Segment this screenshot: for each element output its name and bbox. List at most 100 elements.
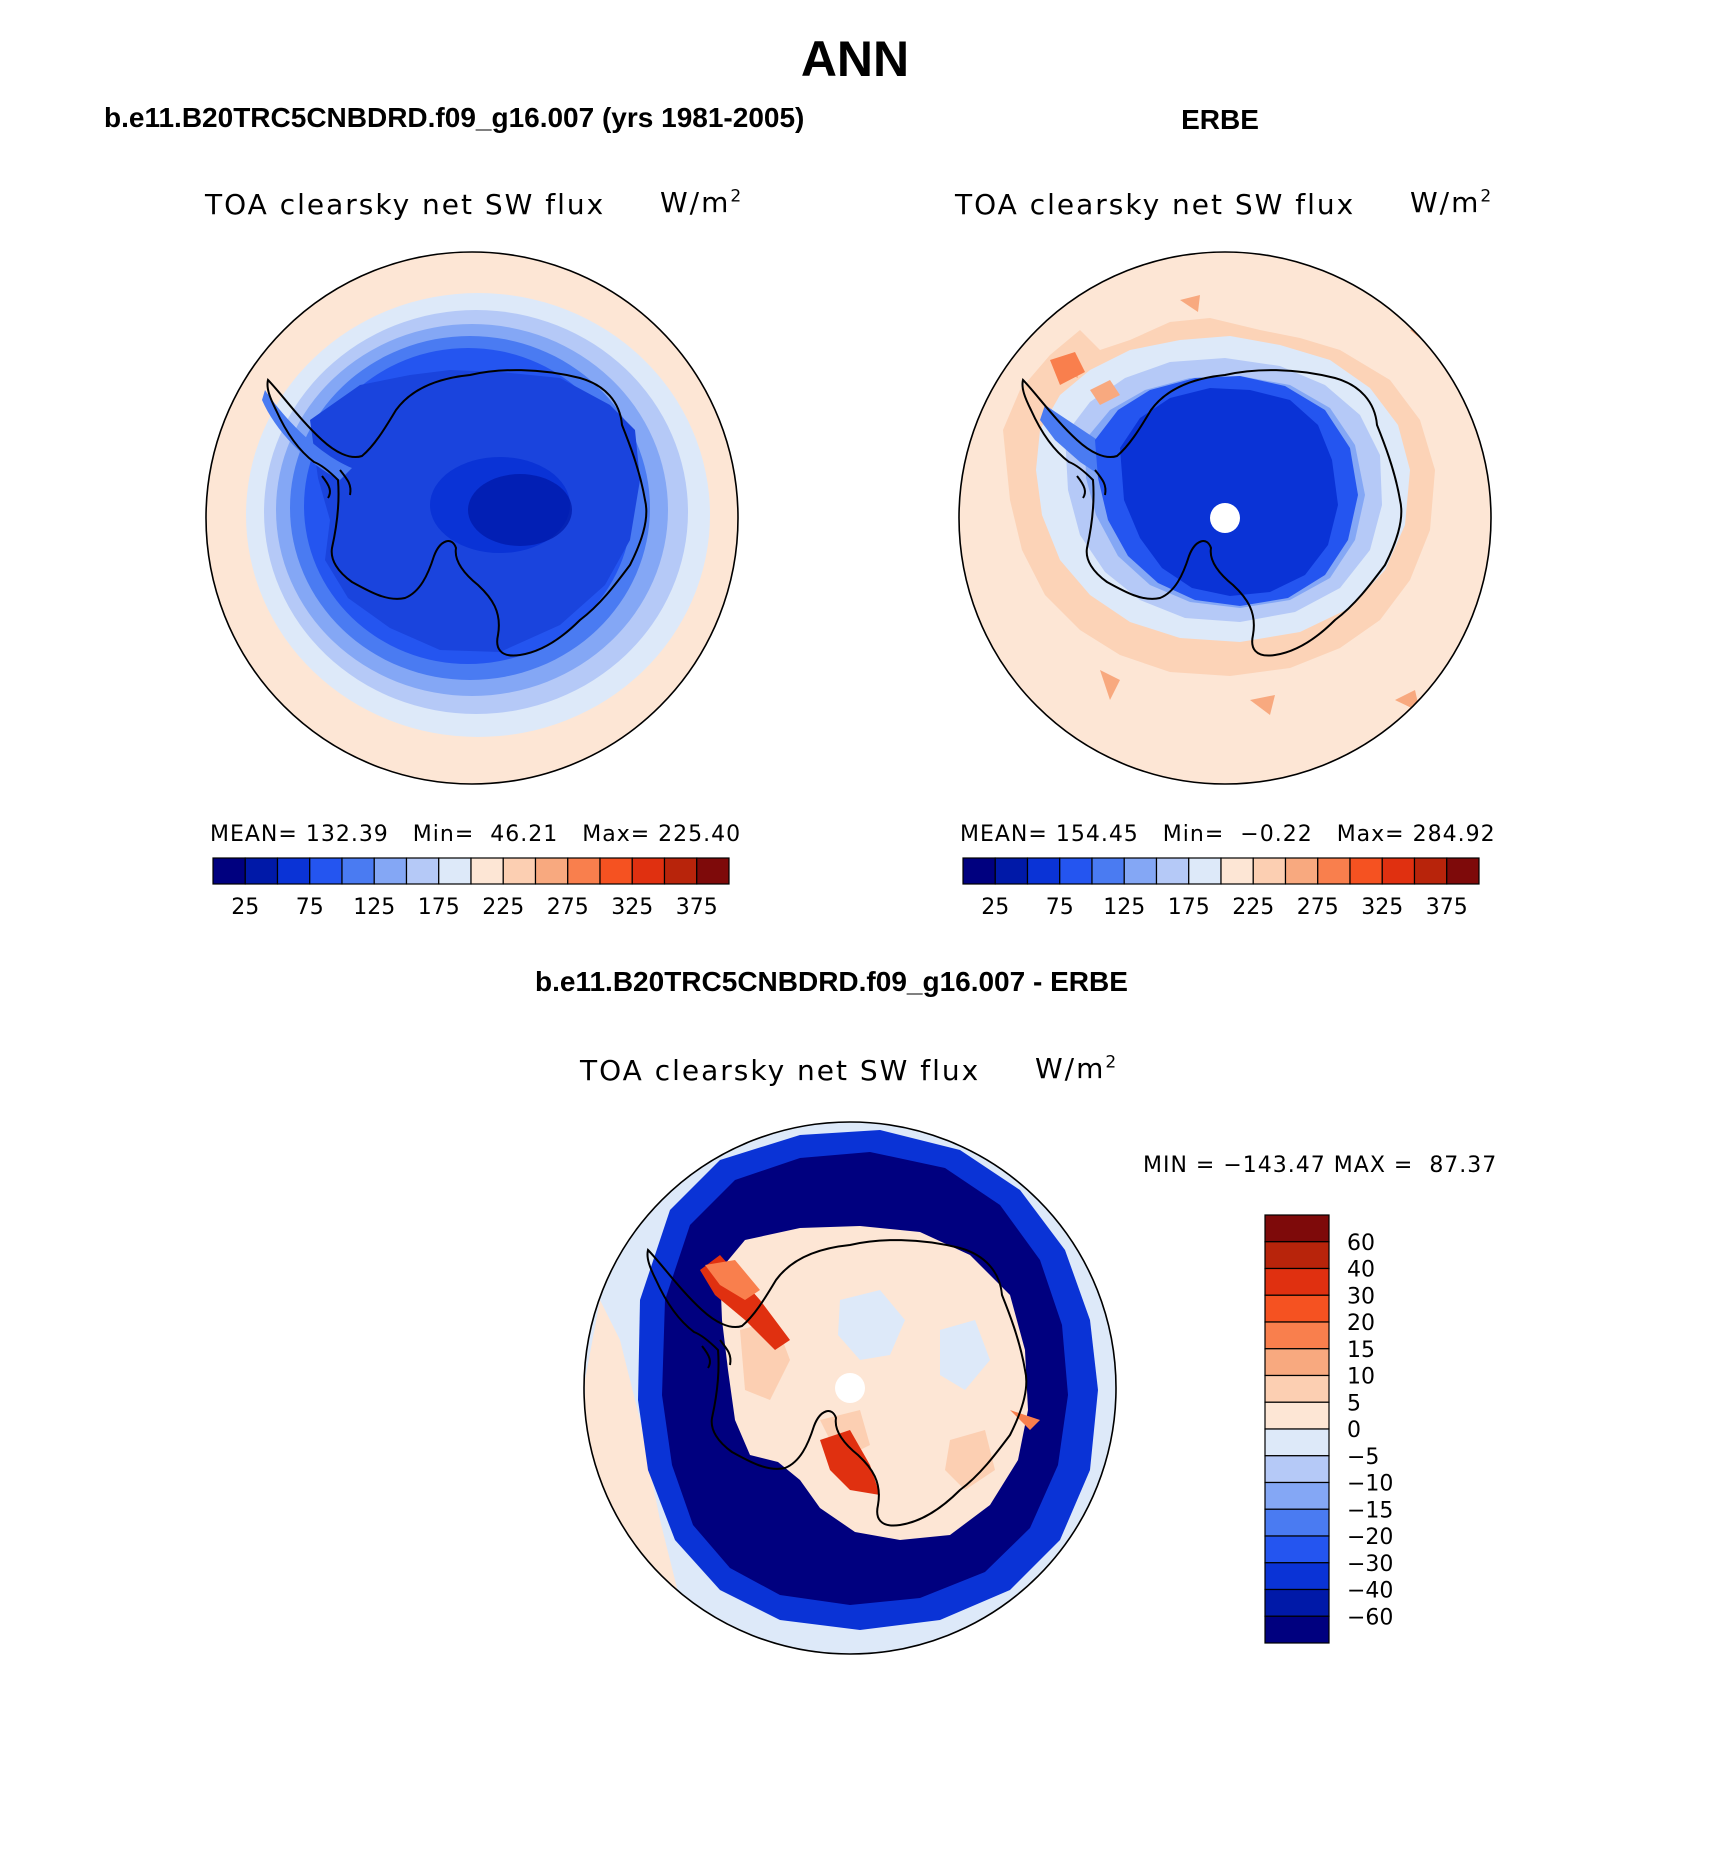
map3-pole-hole [835,1373,865,1403]
panel2-colorbar-tick-label: 325 [1361,895,1403,920]
panel3-colorbar-swatch [1264,1401,1330,1430]
panel3-colorbar-tick-label: 30 [1347,1284,1375,1309]
panel1-min-label: Min= [412,822,475,847]
panel1-mean-label: MEAN= [210,822,298,847]
map3-ross-hotspot [820,1430,880,1495]
panel2-title: ERBE [1181,104,1259,135]
panel2-colorbar-swatch [1123,857,1158,885]
panel1-colorbar-swatch [405,857,440,885]
panel1-colorbar-swatch [438,857,472,885]
panel3-max-value: 87.37 [1429,1153,1498,1178]
panel1-colorbar-tick-label: 25 [231,895,259,920]
panel1-colorbar-tick-label: 125 [353,895,395,920]
panel3-colorbar-tick-label: −20 [1347,1525,1393,1550]
panel1-colorbar-swatch [373,857,408,885]
panel1-max-value: 225.40 [658,822,742,847]
panel2-colorbar-tick-label: 75 [1046,895,1074,920]
panel3-colorbar-swatch [1264,1374,1330,1403]
panel2-units: W/m [1410,186,1481,219]
panel2-min-label: Min= [1162,822,1225,847]
panel3-colorbar-tick-label: 5 [1347,1391,1361,1416]
panel1-colorbar-swatch [663,857,698,885]
panel2-max-label: Max= [1336,822,1405,847]
panel3-colorbar-tick-label: 20 [1347,1311,1375,1336]
map3-continent-negative [838,1290,990,1390]
panel2-colorbar-swatch [1413,857,1448,885]
panel2-colorbar-swatch [1026,857,1061,885]
panel2-mean-label: MEAN= [960,822,1048,847]
panel1-colorbar-tick-label: 375 [676,895,718,920]
panel3-variable-label: TOA clearsky net SW flux [580,1054,981,1087]
panel2-colorbar-swatch [1252,857,1287,885]
panel1-colorbar-swatch [534,857,569,885]
panel2-colorbar-swatch [1091,857,1125,885]
panel3-colorbar-swatch [1264,1562,1330,1591]
panel1-colorbar-tick-label: 275 [547,895,589,920]
panel2-colorbar-swatch [1155,857,1190,885]
main-title: ANN [800,31,910,87]
panel1-colorbar-swatch [567,857,601,885]
panel1-colorbar-swatch [599,857,633,885]
panel1-title: b.e11.B20TRC5CNBDRD.f09_g16.007 (yrs 198… [104,102,805,133]
panel2-colorbar-swatch [1220,857,1254,885]
panel3-colorbar-swatch [1264,1615,1330,1644]
panel3-colorbar-tick-label: 60 [1347,1231,1375,1256]
panel1-colorbar-tick-label: 175 [418,895,460,920]
panel2-colorbar-swatch [1317,857,1351,885]
panel3-colorbar-swatch [1264,1348,1330,1377]
panel2-colorbar-tick-label: 125 [1103,895,1145,920]
panel3-stats: MIN = −143.47 MAX = 87.37 [1143,1153,1497,1178]
panel3-units: W/m [1035,1052,1106,1085]
map2-pole-hole [1210,503,1240,533]
panel2-max-value: 284.92 [1412,822,1496,847]
panel2-colorbar-swatch [1349,857,1383,885]
map3-peninsula-coast [701,1339,732,1369]
panel3-colorbar-swatch [1264,1294,1330,1323]
panel1-colorbar-tick-label: 325 [611,895,653,920]
panel1-colorbar-swatch [696,857,730,885]
map3-peninsula-warm [705,1260,760,1300]
map1-peninsula-ice [262,390,352,480]
map2-continent-fill [1120,388,1338,596]
panel2-colorbar-tick-label: 25 [981,895,1009,920]
panel3-colorbar-swatch [1264,1455,1330,1484]
map2-warm-spot [1050,352,1085,385]
map3-antarctica-coastline [646,1239,1028,1527]
map1-plateau-50 [468,474,572,546]
panel1-colorbar-tick-label: 75 [296,895,324,920]
panel1-colorbar-swatch [502,857,537,885]
panel1-colorbar-swatch [244,857,279,885]
map3 [584,1122,1116,1654]
panel3-max-label: MAX = [1333,1153,1414,1178]
panel3-colorbar-swatch [1264,1481,1330,1510]
panel3-colorbar-tick-label: −40 [1347,1579,1393,1604]
panel1-units-sup: 2 [730,186,744,207]
panel3-colorbar-swatch [1264,1508,1330,1537]
panel3-min-label: MIN = [1143,1153,1216,1178]
panel3-colorbar-tick-label: 40 [1347,1258,1375,1283]
map2-border-circle [958,251,1492,785]
panel1-variable-label: TOA clearsky net SW flux [205,188,606,221]
panel2-min-value: −0.22 [1240,822,1313,847]
map3-east-warm [1010,1410,1040,1430]
panel3-colorbar-tick-label: −5 [1347,1445,1379,1470]
panel3-colorbar-swatch [1264,1214,1330,1243]
panel1-mean-value: 132.39 [305,822,389,847]
panel3-min-value: −143.47 [1223,1153,1326,1178]
panel3-colorbar-tick-label: 10 [1347,1365,1375,1390]
panel3-colorbar-tick-label: −60 [1347,1605,1393,1630]
panel1-colorbar-swatch [470,857,504,885]
map1-peninsula-coast [321,469,352,499]
panel2-colorbar-swatch [1284,857,1319,885]
map2-peninsula-coast [1076,469,1107,499]
panel3-title: b.e11.B20TRC5CNBDRD.f09_g16.007 - ERBE [535,966,1128,997]
map2-antarctica-coastline [1021,369,1403,657]
panel2-colorbar-swatch [1446,857,1480,885]
panel3-colorbar-swatch [1264,1428,1330,1457]
panel3-colorbar-swatch [1264,1588,1330,1617]
panel2-colorbar-tick-label: 225 [1232,895,1274,920]
panel1-max-label: Max= [582,822,651,847]
panel1-colorbar-swatch [309,857,343,885]
